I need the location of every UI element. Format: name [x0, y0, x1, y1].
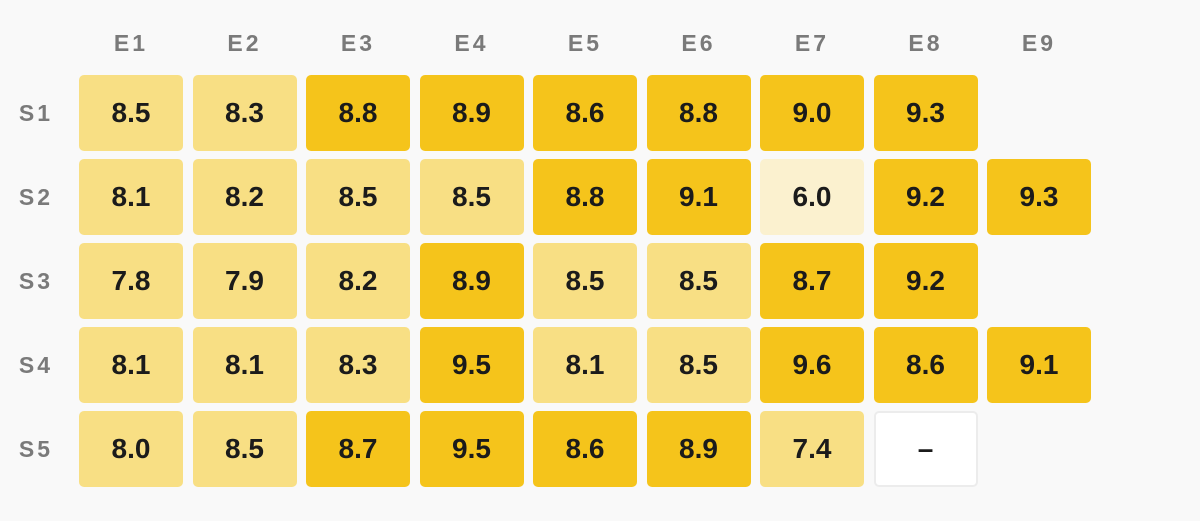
heatmap-cell: 8.8 — [533, 159, 637, 235]
heatmap-cell: 8.5 — [306, 159, 410, 235]
heatmap-cell: 8.5 — [419, 159, 524, 235]
heatmap-cell: 9.1 — [987, 327, 1091, 403]
column-label-e2: E2 — [227, 30, 262, 56]
heatmap-cell: 8.8 — [646, 75, 751, 151]
heatmap-cell: 8.1 — [533, 327, 637, 403]
column-label-e5: E5 — [567, 30, 603, 56]
heatmap-cell: 8.5 — [646, 327, 751, 403]
heatmap-cell: 9.5 — [419, 411, 524, 487]
column-label-e6: E6 — [681, 30, 716, 56]
column-label-e1: E1 — [113, 30, 149, 56]
row-label-s2: S2 — [18, 184, 54, 210]
heatmap-cell: 8.8 — [306, 75, 410, 151]
heatmap-cell: 8.1 — [79, 159, 183, 235]
heatmap-cell: 9.0 — [760, 75, 864, 151]
heatmap-cell: 7.8 — [79, 243, 183, 319]
heatmap-cell: 8.1 — [192, 327, 297, 403]
heatmap-cell: 8.2 — [306, 243, 410, 319]
heatmap-cell: 8.3 — [306, 327, 410, 403]
heatmap-cell: 8.9 — [646, 411, 751, 487]
column-label-e4: E4 — [454, 30, 489, 56]
heatmap-cell: 7.9 — [192, 243, 297, 319]
column-label-e3: E3 — [340, 30, 376, 56]
heatmap-cell: 7.4 — [760, 411, 864, 487]
heatmap-cell: 8.1 — [79, 327, 183, 403]
heatmap-cell: 8.9 — [419, 75, 524, 151]
heatmap-cell: 8.7 — [760, 243, 864, 319]
heatmap-cell: 8.7 — [306, 411, 410, 487]
heatmap-cell: 8.3 — [192, 75, 297, 151]
heatmap-cell: 8.2 — [192, 159, 297, 235]
heatmap-cell: 8.5 — [79, 75, 183, 151]
heatmap-cell: 6.0 — [760, 159, 864, 235]
heatmap-cell: 8.0 — [79, 411, 183, 487]
heatmap-cell: 8.6 — [533, 411, 637, 487]
heatmap-cell: 9.3 — [873, 75, 978, 151]
heatmap-cell: 8.6 — [533, 75, 637, 151]
heatmap-cell: 9.2 — [873, 159, 978, 235]
row-label-s1: S1 — [18, 100, 54, 126]
heatmap-cell: 8.5 — [533, 243, 637, 319]
row-label-s3: S3 — [18, 268, 54, 294]
column-label-e7: E7 — [794, 30, 830, 56]
heatmap-cell: 9.3 — [987, 159, 1091, 235]
heatmap-cell: 8.6 — [873, 327, 978, 403]
heatmap-cell: 9.5 — [419, 327, 524, 403]
heatmap-cell: 9.2 — [873, 243, 978, 319]
column-label-e8: E8 — [908, 30, 943, 56]
row-label-s4: S4 — [18, 352, 54, 378]
heatmap-cell: 8.5 — [192, 411, 297, 487]
heatmap-cell-missing: – — [873, 411, 978, 487]
row-label-s5: S5 — [18, 436, 54, 462]
heatmap-cell: 8.9 — [419, 243, 524, 319]
heatmap-cell: 9.1 — [646, 159, 751, 235]
heatmap-cell: 9.6 — [760, 327, 864, 403]
column-label-e9: E9 — [1021, 30, 1057, 56]
heatmap-cell: 8.5 — [646, 243, 751, 319]
